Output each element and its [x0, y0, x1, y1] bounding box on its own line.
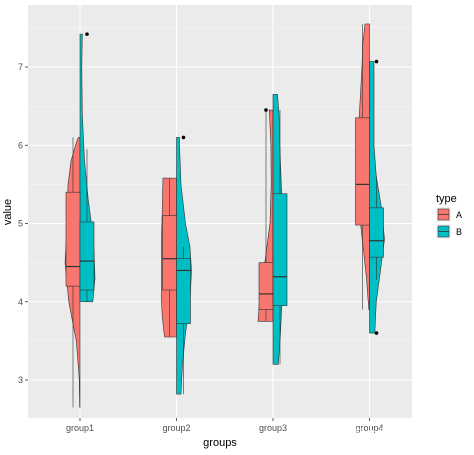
- x-tick-label: group3: [259, 423, 287, 433]
- axes: 3 4 5 6 7 group1 group2 group3 group4: [18, 62, 384, 433]
- y-tick-label: 7: [18, 62, 23, 72]
- outlier-point: [181, 135, 186, 140]
- box: [272, 193, 288, 306]
- legend-key-A: [436, 207, 451, 222]
- y-tick-label: 3: [18, 375, 23, 385]
- y-tick-label: 5: [18, 219, 23, 229]
- outlier-point: [264, 108, 268, 112]
- violin-B-group4: [369, 61, 385, 334]
- boxplot-B-group2: [176, 135, 191, 395]
- boxplot-A-group3: [258, 108, 274, 322]
- box: [369, 207, 384, 258]
- boxplot-A-group4: [355, 23, 370, 310]
- panel-background: [28, 5, 412, 418]
- outlier-point: [85, 32, 89, 36]
- boxplot-B-group4: [369, 59, 384, 335]
- legend-key-B: [436, 224, 451, 239]
- chart-marks: [64, 23, 385, 408]
- legend: type AB: [436, 193, 462, 239]
- boxplot-B-group1: [79, 32, 95, 302]
- box: [355, 117, 370, 226]
- box: [162, 215, 177, 291]
- y-axis-title: value: [2, 199, 14, 225]
- outlier-point: [374, 331, 379, 335]
- y-tick-label: 4: [18, 297, 23, 307]
- boxplot-A-group2: [162, 178, 177, 337]
- legend-title: type: [436, 193, 457, 205]
- outlier-point: [374, 59, 379, 64]
- x-tick-label: group1: [66, 423, 94, 433]
- watermark-text: 知乎@牧羊的男孩儿: [337, 427, 463, 444]
- x-tick-label: group2: [162, 423, 190, 433]
- x-axis-title: groups: [203, 437, 237, 449]
- boxplot-B-group3: [272, 110, 288, 365]
- box: [65, 191, 81, 287]
- y-tick-label: 6: [18, 140, 23, 150]
- box: [176, 258, 191, 324]
- legend-label-B: B: [456, 227, 462, 237]
- x-tick-label: group4: [355, 423, 383, 433]
- legend-label-A: A: [456, 210, 462, 220]
- box: [79, 221, 95, 291]
- box: [258, 262, 274, 310]
